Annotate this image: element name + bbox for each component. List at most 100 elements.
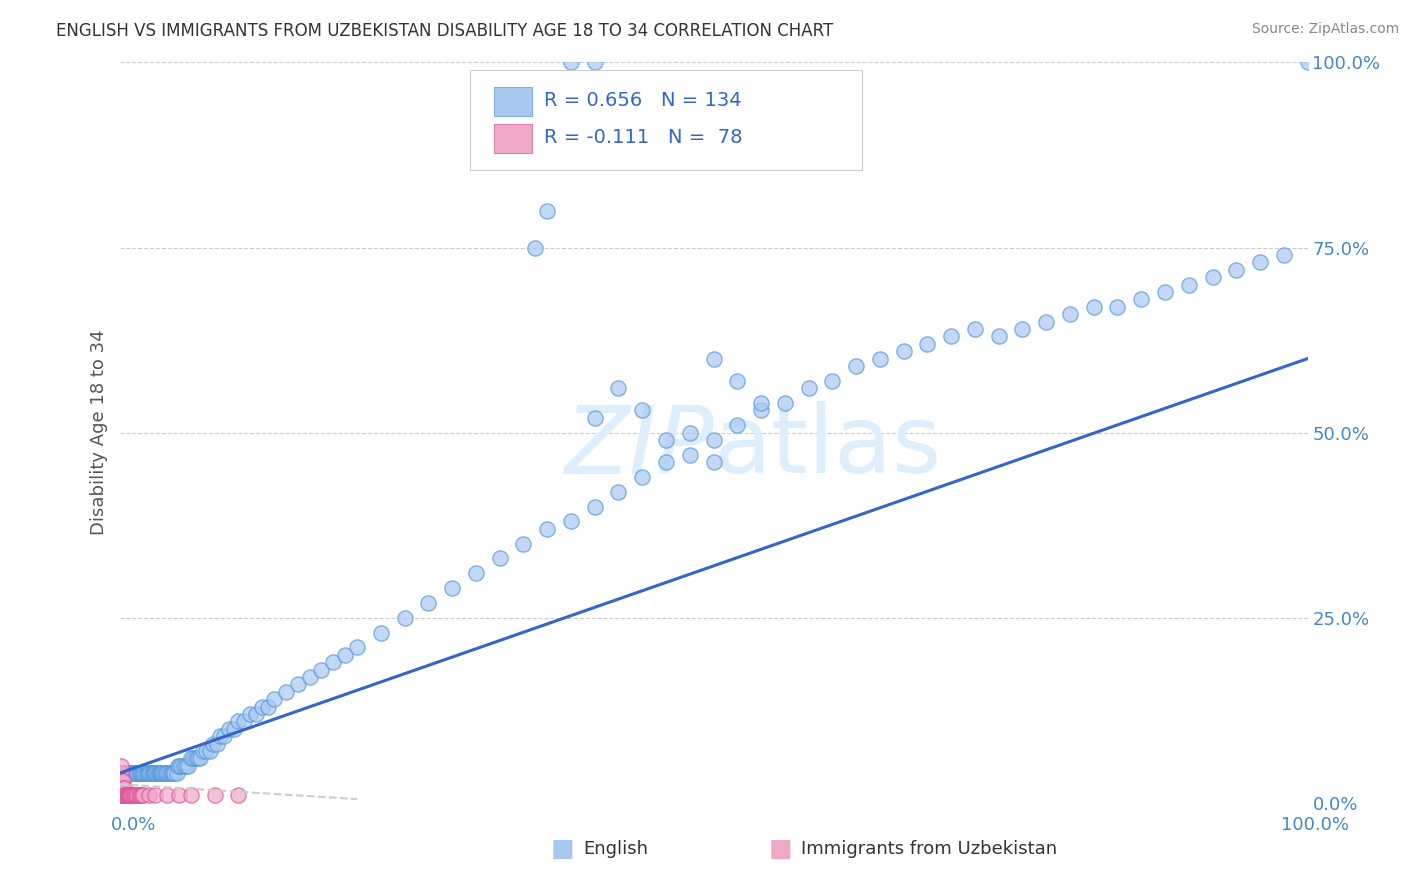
Point	[202, 737, 225, 751]
Point	[156, 789, 179, 803]
Point	[112, 773, 135, 788]
Point	[111, 780, 134, 795]
Point	[112, 789, 135, 803]
Point	[115, 766, 138, 780]
Point	[125, 789, 148, 803]
Point	[177, 758, 200, 772]
Point	[239, 706, 262, 721]
Point	[1035, 314, 1057, 328]
Point	[191, 744, 214, 758]
Point	[117, 789, 139, 803]
Text: R = -0.111   N =  78: R = -0.111 N = 78	[544, 128, 742, 147]
Point	[110, 780, 132, 795]
Text: Source: ZipAtlas.com: Source: ZipAtlas.com	[1251, 22, 1399, 37]
Point	[322, 655, 344, 669]
Point	[703, 455, 725, 469]
Point	[311, 663, 333, 677]
Point	[250, 699, 273, 714]
Point	[132, 766, 155, 780]
Point	[111, 780, 134, 795]
FancyBboxPatch shape	[494, 87, 531, 116]
Point	[153, 766, 176, 780]
Point	[607, 145, 630, 159]
Point	[112, 780, 135, 795]
Point	[121, 766, 143, 780]
Point	[204, 789, 226, 803]
Point	[114, 789, 136, 803]
Point	[110, 780, 132, 795]
Point	[173, 758, 195, 772]
Point	[607, 484, 630, 499]
Point	[1272, 248, 1295, 262]
Point	[112, 789, 135, 803]
Point	[129, 789, 152, 803]
Point	[129, 766, 152, 780]
Point	[583, 500, 606, 514]
Point	[148, 766, 170, 780]
Point	[125, 766, 148, 780]
Point	[150, 766, 173, 780]
Point	[111, 789, 134, 803]
Point	[110, 766, 132, 780]
Point	[111, 789, 134, 803]
Point	[157, 766, 180, 780]
Point	[335, 648, 357, 662]
Point	[181, 751, 204, 765]
Point	[845, 359, 868, 373]
Point	[120, 789, 142, 803]
Point	[112, 789, 135, 803]
Point	[112, 789, 135, 803]
Point	[121, 789, 143, 803]
Point	[536, 203, 558, 218]
Point	[112, 789, 135, 803]
Point	[132, 789, 155, 803]
Point	[110, 773, 132, 788]
Point	[170, 758, 193, 772]
Point	[112, 766, 135, 780]
Point	[749, 396, 772, 410]
Point	[118, 789, 141, 803]
Point	[184, 751, 207, 765]
Point	[110, 773, 132, 788]
Point	[488, 551, 510, 566]
Point	[118, 789, 141, 803]
Point	[963, 322, 986, 336]
Point	[228, 789, 250, 803]
Point	[114, 789, 136, 803]
Point	[128, 766, 150, 780]
Point	[120, 766, 142, 780]
Point	[167, 758, 190, 772]
Point	[117, 789, 139, 803]
Point	[112, 789, 135, 803]
Point	[287, 677, 309, 691]
Point	[163, 766, 186, 780]
Point	[143, 766, 166, 780]
Point	[112, 789, 135, 803]
Point	[136, 766, 159, 780]
Point	[112, 789, 135, 803]
Point	[114, 766, 136, 780]
Point	[1249, 255, 1271, 269]
Point	[187, 751, 209, 765]
Point	[135, 766, 157, 780]
Text: ■: ■	[551, 838, 574, 861]
Point	[394, 610, 416, 624]
Point	[110, 780, 132, 795]
Point	[141, 766, 163, 780]
Point	[679, 425, 702, 440]
Point	[115, 789, 138, 803]
Point	[655, 455, 678, 469]
Point	[152, 766, 174, 780]
Point	[131, 766, 153, 780]
Point	[607, 381, 630, 395]
Point	[441, 581, 464, 595]
Point	[118, 766, 141, 780]
Text: ■: ■	[769, 838, 792, 861]
Text: 100.0%: 100.0%	[1281, 816, 1348, 834]
Point	[112, 766, 135, 780]
Point	[111, 780, 134, 795]
Point	[198, 744, 221, 758]
Text: atlas: atlas	[714, 401, 942, 493]
Point	[112, 789, 135, 803]
FancyBboxPatch shape	[470, 70, 862, 169]
